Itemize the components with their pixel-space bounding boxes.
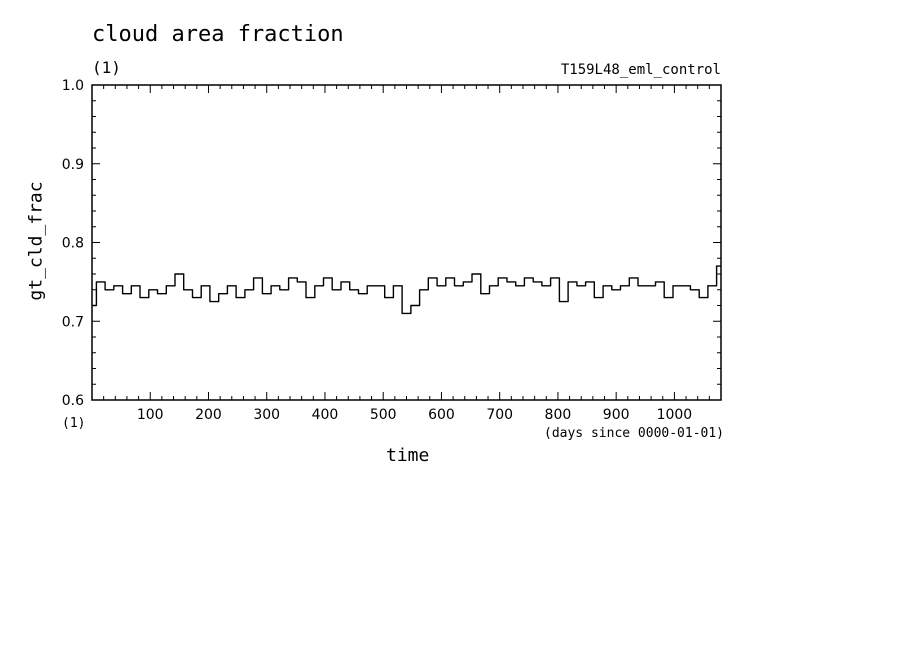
y-tick-label: 0.6: [62, 393, 84, 409]
x-tick-label: 400: [312, 407, 339, 423]
run-name: T159L48_eml_control: [560, 62, 721, 78]
plot-frame: [91, 84, 722, 401]
x-tick-label: 900: [603, 407, 630, 423]
x-axis-label: time: [386, 445, 430, 466]
axis-ticks: [92, 84, 721, 401]
chart-title: cloud area fraction: [92, 22, 344, 47]
x-tick-label: 200: [195, 407, 222, 423]
chart-units: (1): [92, 58, 121, 77]
x-tick-label: 100: [137, 407, 164, 423]
y-tick-label: 0.7: [62, 314, 84, 330]
y-tick-label: 0.9: [62, 157, 84, 173]
x-tick-label: 800: [545, 407, 572, 423]
y-tick-label: 0.8: [62, 236, 84, 252]
y-tick-label: 1.0: [62, 78, 84, 94]
x-tick-label: 1000: [657, 407, 693, 423]
x-axis-units: (1): [62, 416, 86, 431]
x-tick-label: 500: [370, 407, 397, 423]
axis-tick-labels: 100 200 300 400 500 600 700 800 900 1000 0.6 0.7 0.8…: [62, 78, 692, 423]
x-axis-note: (days since 0000-01-01): [544, 426, 725, 441]
x-tick-label: 700: [486, 407, 513, 423]
x-tick-label: 300: [253, 407, 280, 423]
series-line: [92, 265, 721, 315]
x-tick-label: 600: [428, 407, 455, 423]
y-axis-label: gt_cld_frac: [25, 181, 47, 301]
